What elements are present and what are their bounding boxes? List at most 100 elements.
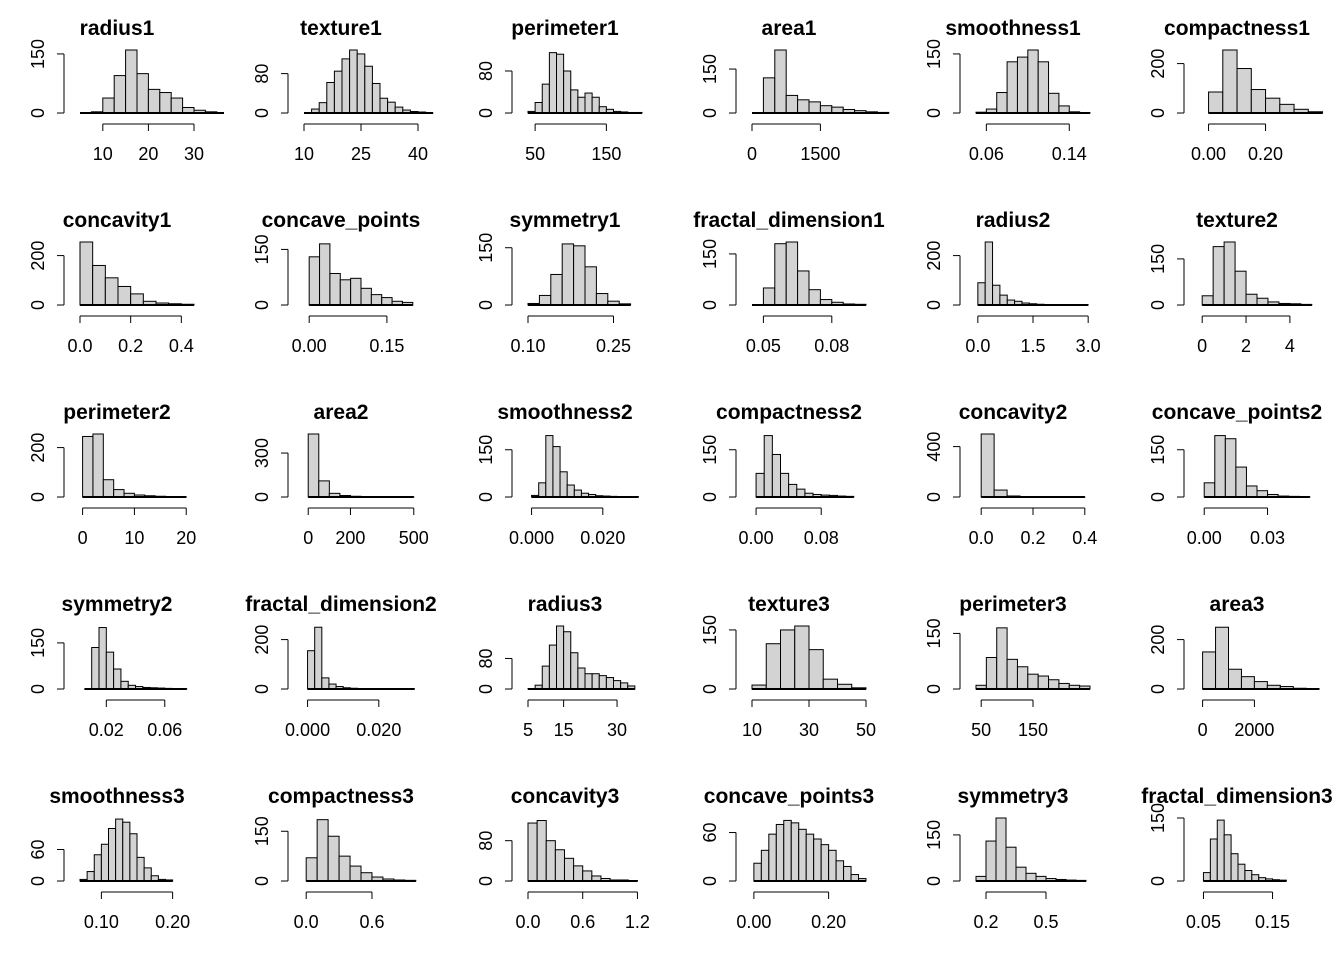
- histogram-bar: [136, 856, 145, 882]
- y-tick-label: 0: [476, 300, 496, 310]
- y-tick-label: 150: [476, 233, 496, 263]
- histogram-bar: [91, 647, 100, 690]
- histogram-bar: [113, 75, 127, 114]
- histogram-bar: [307, 433, 320, 498]
- y-tick-label: 0: [1148, 684, 1168, 694]
- histogram-bar: [753, 862, 762, 882]
- panel-title: area3: [1210, 593, 1265, 616]
- histogram-bar: [999, 294, 1008, 306]
- histogram-panel-texture3: texture3 10 30 50 0 150: [700, 593, 876, 740]
- histogram-bar: [798, 828, 807, 882]
- y-tick-label: 0: [476, 108, 496, 118]
- histogram-bar: [82, 435, 94, 498]
- x-tick-label: 0.2: [118, 336, 143, 356]
- histogram-bar: [338, 855, 351, 882]
- histogram-panel-symmetry2: symmetry2 0.02 0.06 0 150: [28, 593, 188, 740]
- y-tick-label: 200: [924, 241, 944, 271]
- x-tick-label: 0: [78, 528, 88, 548]
- histogram-bar: [339, 279, 352, 306]
- x-tick-label: 0.14: [1052, 144, 1087, 164]
- panel-title: symmetry1: [510, 209, 621, 232]
- histogram-bar: [545, 840, 556, 882]
- histogram-bar: [1037, 61, 1050, 114]
- histogram-bar: [561, 243, 575, 306]
- x-tick-label: 25: [351, 144, 371, 164]
- x-tick-label: 0.6: [570, 912, 595, 932]
- histogram-bar: [327, 835, 340, 882]
- panel-title: perimeter2: [63, 401, 170, 424]
- histogram-panel-symmetry3: symmetry3 0.2 0.5 0 150: [924, 785, 1087, 932]
- x-tick-label: 0.20: [155, 912, 190, 932]
- histogram-bar: [1201, 295, 1214, 306]
- x-tick-label: 0.03: [1250, 528, 1285, 548]
- histogram-bar: [843, 865, 852, 882]
- x-tick-label: 0.6: [359, 912, 384, 932]
- histogram-bar: [371, 82, 381, 114]
- histogram-panel-symmetry1: symmetry1 0.10 0.25 0 150: [476, 209, 632, 356]
- histogram-bar: [527, 822, 538, 882]
- y-tick-label: 0: [924, 108, 944, 118]
- histogram-panel-radius1: radius1 10 20 30 0 150: [28, 17, 224, 164]
- histogram-bar: [93, 854, 102, 882]
- histogram-bar: [1209, 838, 1218, 882]
- histogram-bar: [534, 102, 543, 114]
- histogram-bar: [1216, 819, 1225, 882]
- histogram-panel-smoothness2: smoothness2 0.000 0.020 0 150: [476, 401, 639, 548]
- histogram-bar: [316, 819, 329, 882]
- histogram-bar: [1279, 103, 1295, 114]
- y-tick-label: 60: [28, 839, 48, 859]
- histogram-panel-texture2: texture2 0 2 4 0 150: [1148, 209, 1313, 356]
- histogram-bar: [79, 241, 94, 306]
- histogram-panel-area1: area1 0 1500 0 150: [700, 17, 890, 164]
- panel-title: concavity2: [959, 401, 1068, 424]
- histogram-bar: [993, 489, 1008, 498]
- y-tick-label: 0: [700, 876, 720, 886]
- y-tick-label: 150: [1148, 244, 1168, 274]
- x-tick-label: 10: [294, 144, 314, 164]
- x-tick-label: 0.20: [1248, 144, 1283, 164]
- histogram-bar: [381, 297, 393, 306]
- histogram-bar: [563, 70, 572, 114]
- histogram-bar: [387, 101, 396, 114]
- histogram-panel-fractal-dimension3: fractal_dimension3 0.05 0.15 0 150: [1141, 785, 1332, 932]
- y-tick-label: 0: [476, 876, 496, 886]
- histogram-bar: [996, 627, 1008, 690]
- panel-title: symmetry2: [62, 593, 173, 616]
- histogram-bar: [584, 92, 593, 114]
- histogram-bar: [1048, 92, 1060, 114]
- histogram-panel-compactness2: compactness2 0.00 0.08 0 150: [700, 401, 862, 548]
- histogram-bar: [307, 650, 316, 690]
- panel-title: concave_points: [262, 209, 421, 232]
- y-tick-label: 150: [28, 39, 48, 69]
- y-tick-label: 0: [700, 684, 720, 694]
- histogram-bar: [563, 857, 575, 882]
- histogram-bar: [1006, 658, 1018, 690]
- histogram-bar: [1058, 105, 1070, 114]
- histogram-bar: [598, 675, 607, 690]
- histogram-bar: [1235, 466, 1247, 498]
- panel-title: texture1: [300, 17, 382, 40]
- histogram-bar: [755, 472, 765, 498]
- histogram-bar: [548, 644, 558, 690]
- panel-title: compactness3: [268, 785, 414, 808]
- histogram-panel-perimeter3: perimeter3 50 150 0 150: [924, 593, 1091, 740]
- histogram-bar: [1253, 681, 1268, 690]
- histogram-bar: [584, 673, 593, 690]
- histogram-bar: [550, 273, 563, 306]
- x-tick-label: 5: [523, 720, 533, 740]
- y-tick-label: 0: [1148, 108, 1168, 118]
- histogram-bar: [1037, 675, 1050, 690]
- histogram-bar: [774, 243, 787, 306]
- histogram-bar: [591, 673, 600, 690]
- histogram-panel-area2: area2 0 200 500 0 300: [252, 401, 429, 548]
- y-tick-label: 150: [700, 615, 720, 645]
- histogram-bar: [1237, 863, 1246, 882]
- histogram-bar: [780, 629, 796, 690]
- histogram-bar: [996, 92, 1008, 114]
- histogram-bar: [828, 849, 837, 882]
- x-tick-label: 0.15: [1255, 912, 1290, 932]
- histogram-bar: [1048, 679, 1060, 690]
- histogram-bar: [102, 97, 115, 114]
- histogram-bar: [819, 105, 833, 114]
- histogram-panel-concave-points: concave_points 0.00 0.15 0 150: [252, 209, 421, 356]
